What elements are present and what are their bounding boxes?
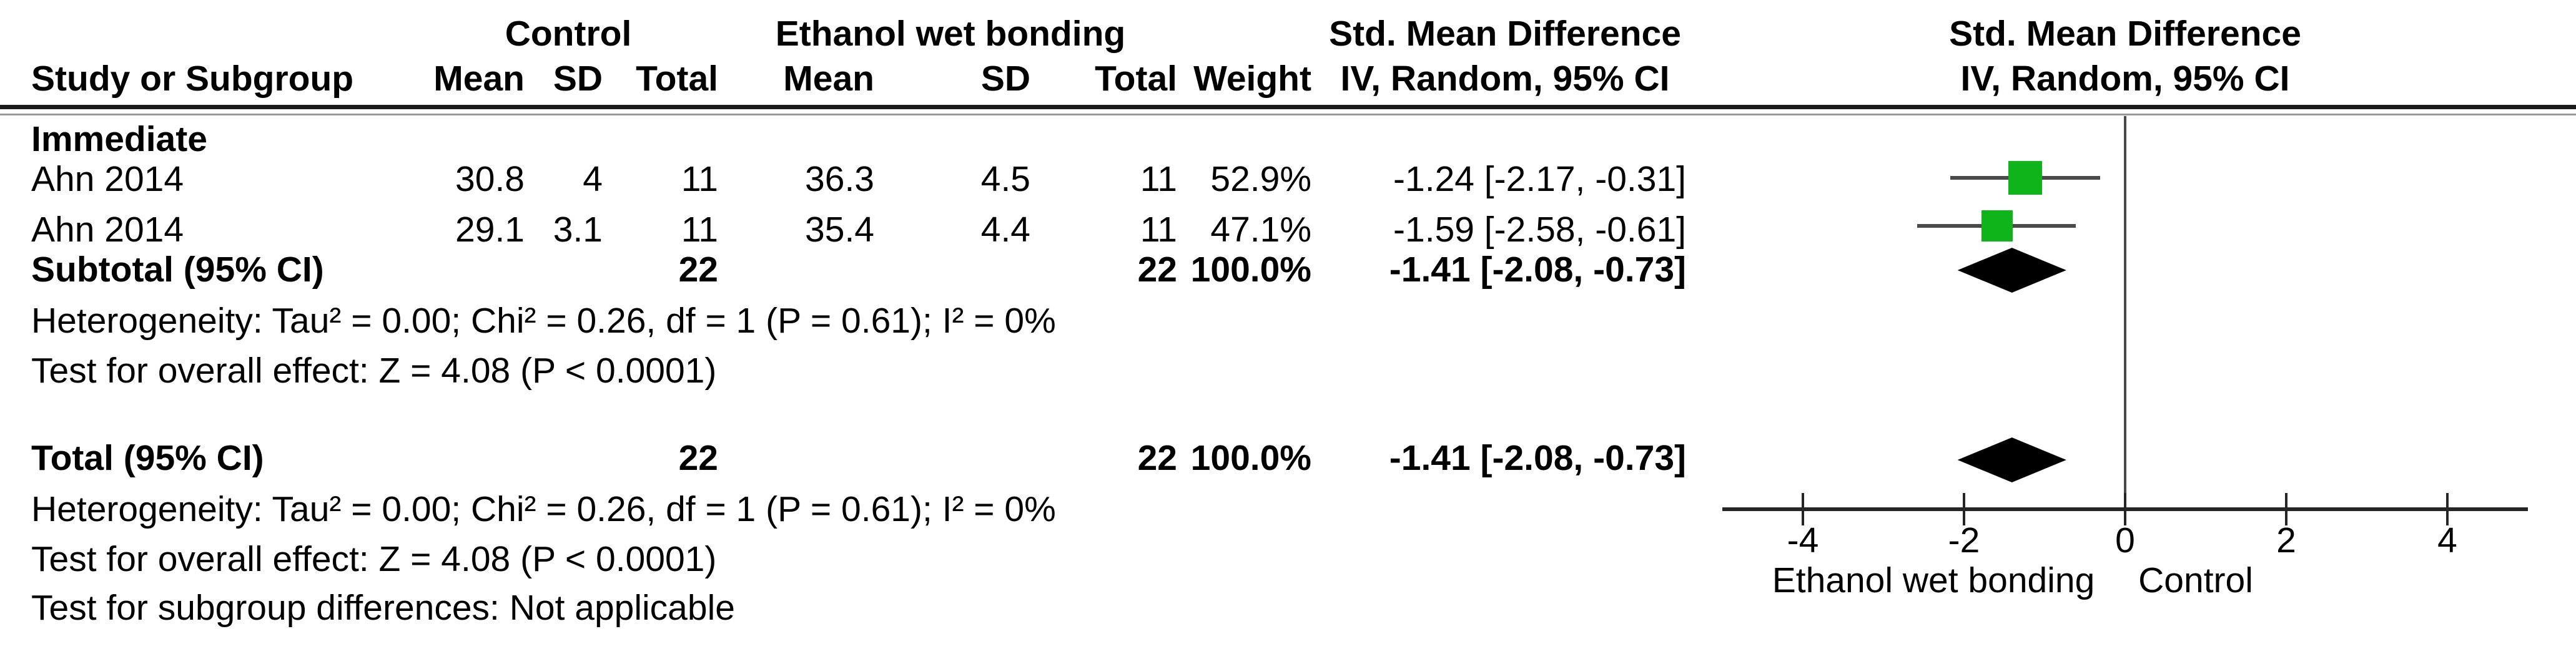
total-smd-ci: -1.41 [-2.08, -0.73] (1389, 438, 1686, 478)
x-axis-tick (1802, 493, 1804, 525)
header-separator-thick-line (0, 105, 2576, 109)
smd-ci-value: -1.59 [-2.58, -0.61] (1393, 210, 1686, 250)
header-method-column: IV, Random, 95% CI (1340, 59, 1670, 99)
x-axis-tick-label: -4 (1787, 520, 1819, 560)
ewb-total: 11 (1140, 210, 1177, 250)
total-diamond (1957, 437, 2066, 482)
header-group-experimental: Ethanol wet bonding (775, 14, 1126, 54)
x-axis-tick-label: -2 (1948, 520, 1980, 560)
header-weight: Weight (1193, 59, 1311, 99)
smd-ci-value: -1.24 [-2.17, -0.31] (1393, 159, 1686, 199)
control-total: 11 (681, 210, 718, 250)
subtotal-weight: 100.0% (1190, 250, 1311, 290)
header-smd-column-title: Std. Mean Difference (1329, 14, 1681, 54)
header-group-control: Control (505, 14, 632, 54)
subtotal-control-n: 22 (678, 250, 718, 290)
control-mean: 29.1 (455, 210, 525, 250)
subtotal-ewb-n: 22 (1137, 250, 1177, 290)
ewb-sd: 4.5 (980, 159, 1030, 199)
header-separator-thin-line (0, 114, 2576, 115)
total-label: Total (95% CI) (31, 438, 264, 478)
header-ewb-mean: Mean (783, 59, 874, 99)
study-name: Ahn 2014 (31, 210, 184, 250)
control-sd: 3.1 (553, 210, 603, 250)
x-axis-tick (2446, 493, 2449, 525)
ewb-mean: 36.3 (805, 159, 874, 199)
header-study-or-subgroup: Study or Subgroup (31, 59, 354, 99)
header-ewb-sd: SD (980, 59, 1030, 99)
heterogeneity-text: Heterogeneity: Tau² = 0.00; Chi² = 0.26,… (31, 489, 1056, 529)
x-axis-tick (2124, 493, 2126, 525)
header-method-plot: IV, Random, 95% CI (1960, 59, 2290, 99)
subgroup-label: Immediate (31, 119, 207, 159)
overall-effect-text: Test for overall effect: Z = 4.08 (P < 0… (31, 539, 717, 579)
axis-left-direction-label: Ethanol wet bonding (1772, 560, 2095, 600)
header-smd-plot-title: Std. Mean Difference (1949, 14, 2301, 54)
total-control-n: 22 (678, 438, 718, 478)
x-axis-tick-label: 4 (2437, 520, 2457, 560)
x-axis-tick (2285, 493, 2287, 525)
header-control-total: Total (636, 59, 718, 99)
ewb-mean: 35.4 (805, 210, 874, 250)
subtotal-label: Subtotal (95% CI) (31, 250, 324, 290)
subtotal-smd-ci: -1.41 [-2.08, -0.73] (1389, 250, 1686, 290)
axis-right-direction-label: Control (2138, 560, 2253, 600)
weight-value: 47.1% (1210, 210, 1311, 250)
effect-square-marker (1981, 210, 2013, 242)
total-weight: 100.0% (1190, 438, 1311, 478)
study-name: Ahn 2014 (31, 159, 184, 199)
control-total: 11 (681, 159, 718, 199)
x-axis-tick-label: 0 (2115, 520, 2135, 560)
ewb-sd: 4.4 (980, 210, 1030, 250)
ewb-total: 11 (1140, 159, 1177, 199)
x-axis-tick (1963, 493, 1965, 525)
subtotal-diamond (1957, 248, 2066, 293)
header-control-mean: Mean (433, 59, 525, 99)
control-sd: 4 (583, 159, 603, 199)
header-control-sd: SD (553, 59, 603, 99)
total-ewb-n: 22 (1137, 438, 1177, 478)
subgroup-differences-text: Test for subgroup differences: Not appli… (31, 588, 735, 628)
weight-value: 52.9% (1210, 159, 1311, 199)
x-axis-tick-label: 2 (2276, 520, 2296, 560)
effect-square-marker (2008, 161, 2043, 195)
zero-reference-line (2124, 116, 2126, 509)
header-ewb-total: Total (1095, 59, 1177, 99)
overall-effect-text: Test for overall effect: Z = 4.08 (P < 0… (31, 351, 717, 391)
control-mean: 30.8 (455, 159, 525, 199)
heterogeneity-text: Heterogeneity: Tau² = 0.00; Chi² = 0.26,… (31, 301, 1056, 341)
